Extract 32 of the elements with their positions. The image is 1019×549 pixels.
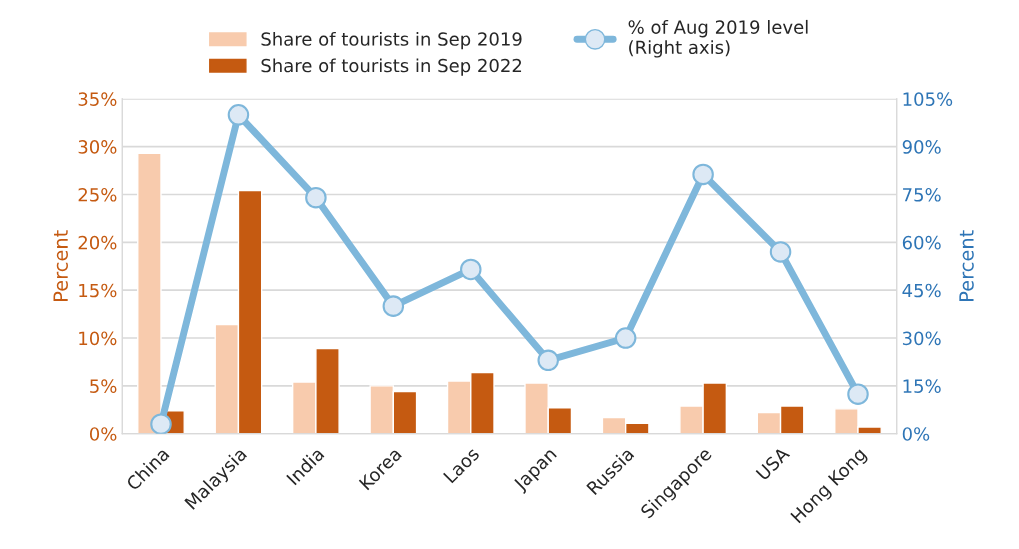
point (769, 241, 792, 263)
y-tick-label: 15% (79, 283, 117, 298)
point (227, 104, 250, 126)
y-tick-label: 10% (79, 331, 117, 346)
y-tick-label: 20% (78, 235, 117, 250)
legend-label: Share of tourists in Sep 2019 (261, 31, 522, 50)
y-tick-label: 35% (78, 92, 117, 106)
y-axis-title: Percent (53, 230, 68, 301)
y-tick-label: 30% (78, 140, 117, 154)
point (460, 258, 482, 281)
y2-tick-label: 60% (902, 235, 941, 250)
y2-tick-label: 30% (902, 331, 941, 346)
y2-tick-label: 0% (902, 427, 930, 441)
y2-tick-label: 15% (903, 379, 941, 393)
y2-tick-label: 75% (903, 187, 941, 202)
point (692, 163, 714, 186)
y2-tick-label: 105% (903, 92, 953, 106)
y-tick-label: 0% (89, 427, 117, 441)
y2-tick-label: 45% (902, 283, 941, 298)
legend-label: % of Aug 2019 level (Right axis) (628, 19, 808, 58)
y-tick-label: 25% (78, 187, 117, 202)
y-tick-label: 5% (90, 379, 117, 393)
y2-axis-title: Percent (959, 230, 974, 301)
point (847, 383, 869, 405)
legend-label: Share of tourists in Sep 2022 (261, 58, 522, 76)
x-tick-label: USA (755, 445, 791, 481)
point (614, 327, 637, 349)
point (305, 186, 327, 209)
point (382, 295, 405, 317)
y2-tick-label: 90% (902, 140, 941, 154)
point (150, 413, 172, 434)
point (537, 349, 559, 372)
